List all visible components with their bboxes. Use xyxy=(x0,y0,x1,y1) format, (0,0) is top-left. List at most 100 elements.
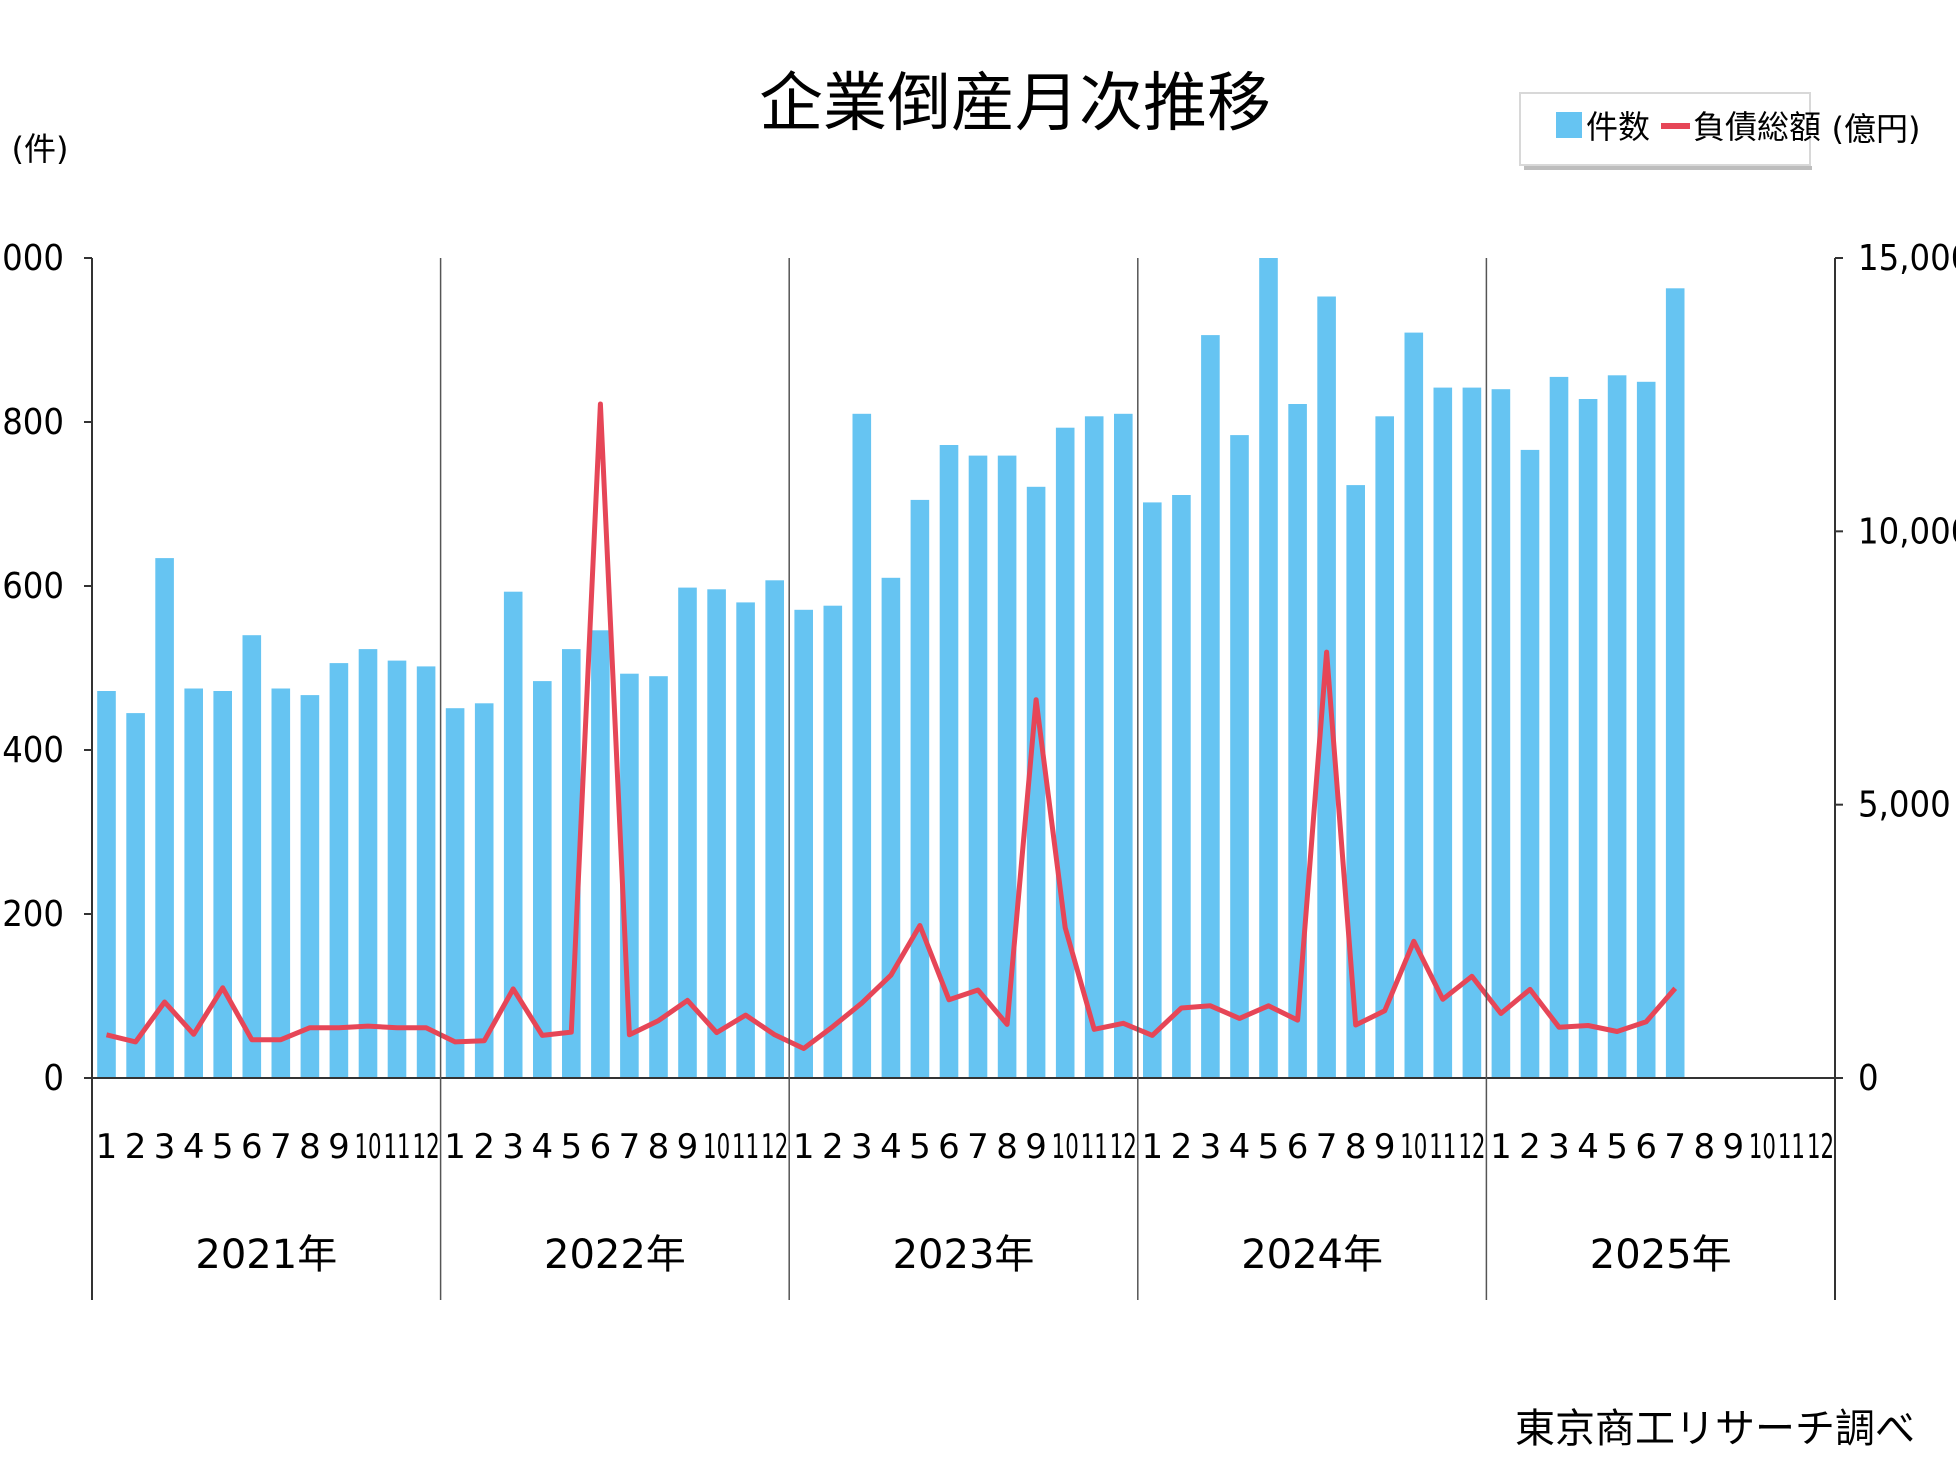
y-left-tick-label: 800 xyxy=(2,402,64,443)
bar xyxy=(474,703,494,1078)
y-right-tick-label: 10,000 xyxy=(1858,511,1956,552)
bar xyxy=(1172,495,1191,1078)
bar xyxy=(794,609,813,1078)
y-left-tick-label: 200 xyxy=(2,894,64,935)
bar xyxy=(1143,502,1162,1078)
bar xyxy=(300,695,320,1078)
x-month-label: 8 xyxy=(1693,1127,1715,1167)
x-month-label: 1 xyxy=(444,1127,466,1167)
bar xyxy=(707,589,726,1078)
x-year-label: 2022年 xyxy=(544,1232,686,1278)
x-month-label: 5 xyxy=(1606,1127,1628,1167)
bar xyxy=(881,577,901,1078)
x-month-label: 10 xyxy=(354,1127,381,1167)
bar xyxy=(155,558,174,1078)
x-month-label: 7 xyxy=(967,1127,989,1167)
legend-line-label: 負債総額 xyxy=(1693,108,1821,146)
x-month-label: 6 xyxy=(1287,1127,1309,1167)
bar xyxy=(1201,335,1220,1079)
bar xyxy=(591,630,610,1078)
x-month-label: 3 xyxy=(1200,1127,1222,1167)
source-note: 東京商工リサーチ調べ xyxy=(1515,1406,1915,1452)
x-month-label: 10 xyxy=(703,1127,730,1167)
bar xyxy=(1259,258,1278,1078)
y-left-tick-label: 1,000 xyxy=(0,238,64,279)
y-left-unit: (件) xyxy=(12,130,69,168)
x-month-label: 3 xyxy=(154,1127,176,1167)
x-month-label: 6 xyxy=(590,1127,612,1167)
bar xyxy=(736,602,755,1078)
bar xyxy=(1026,486,1046,1078)
y-right-tick-label: 5,000 xyxy=(1858,785,1951,826)
bar xyxy=(678,587,697,1078)
x-month-label: 4 xyxy=(183,1127,205,1167)
x-month-label: 7 xyxy=(1316,1127,1338,1167)
bar xyxy=(823,605,843,1078)
x-month-label: 4 xyxy=(1229,1127,1251,1167)
x-month-label: 6 xyxy=(1635,1127,1657,1167)
bar xyxy=(1084,416,1104,1078)
bar xyxy=(329,663,349,1078)
x-month-label: 8 xyxy=(996,1127,1018,1167)
y-left-tick-label: 0 xyxy=(43,1058,64,1099)
y-left-tick-label: 600 xyxy=(2,566,64,607)
legend-bar-label: 件数 xyxy=(1586,108,1650,146)
x-year-label: 2025年 xyxy=(1590,1232,1732,1278)
x-month-label: 1 xyxy=(793,1127,815,1167)
x-month-label: 1 xyxy=(96,1127,118,1167)
bar xyxy=(533,681,552,1078)
line-series xyxy=(105,401,1678,1051)
x-month-label: 9 xyxy=(1025,1127,1047,1167)
bar xyxy=(1520,449,1540,1078)
axes xyxy=(84,257,1843,1300)
x-month-label: 4 xyxy=(531,1127,553,1167)
x-month-label: 5 xyxy=(560,1127,582,1167)
bar xyxy=(765,580,784,1078)
bar xyxy=(1462,387,1482,1079)
bar xyxy=(503,591,523,1078)
bar xyxy=(184,688,203,1078)
x-month-label: 8 xyxy=(299,1127,321,1167)
x-month-label: 11 xyxy=(1429,1127,1456,1167)
bar xyxy=(387,660,407,1078)
bar-series xyxy=(97,258,1685,1079)
x-month-label: 10 xyxy=(1400,1127,1427,1167)
x-month-label: 9 xyxy=(1722,1127,1744,1167)
x-month-label: 12 xyxy=(761,1127,788,1167)
bar xyxy=(1404,332,1424,1079)
x-month-label: 9 xyxy=(328,1127,350,1167)
bar xyxy=(1607,375,1627,1078)
bar xyxy=(852,413,872,1078)
bar xyxy=(1578,399,1598,1078)
x-month-label: 5 xyxy=(909,1127,931,1167)
bar xyxy=(213,691,232,1078)
x-month-label: 2 xyxy=(1171,1127,1193,1167)
x-month-label: 12 xyxy=(1807,1127,1834,1167)
x-month-label: 1 xyxy=(1490,1127,1512,1167)
bar xyxy=(1433,387,1453,1079)
x-month-label: 11 xyxy=(383,1127,410,1167)
bar xyxy=(358,649,378,1078)
x-month-label: 3 xyxy=(502,1127,524,1167)
legend-bar-swatch xyxy=(1556,112,1582,138)
bar xyxy=(445,708,465,1078)
y-right-tick-labels: 0 5,000 10,000 15,000 xyxy=(1858,238,1956,1099)
x-month-label: 7 xyxy=(619,1127,641,1167)
y-left-tick-label: 400 xyxy=(2,730,64,771)
bar xyxy=(126,713,145,1078)
bar xyxy=(1665,288,1685,1078)
y-right-tick-label: 15,000 xyxy=(1858,238,1956,279)
x-month-label: 7 xyxy=(1664,1127,1686,1167)
x-month-label: 5 xyxy=(1258,1127,1280,1167)
x-month-label: 9 xyxy=(1374,1127,1396,1167)
x-month-label: 2 xyxy=(125,1127,147,1167)
x-month-label: 8 xyxy=(648,1127,670,1167)
x-month-label: 4 xyxy=(880,1127,902,1167)
x-month-label: 11 xyxy=(732,1127,759,1167)
x-year-label: 2021年 xyxy=(195,1232,337,1278)
bar xyxy=(1288,404,1307,1078)
x-month-label: 1 xyxy=(1141,1127,1163,1167)
bar xyxy=(1114,413,1133,1078)
bar xyxy=(97,691,116,1078)
